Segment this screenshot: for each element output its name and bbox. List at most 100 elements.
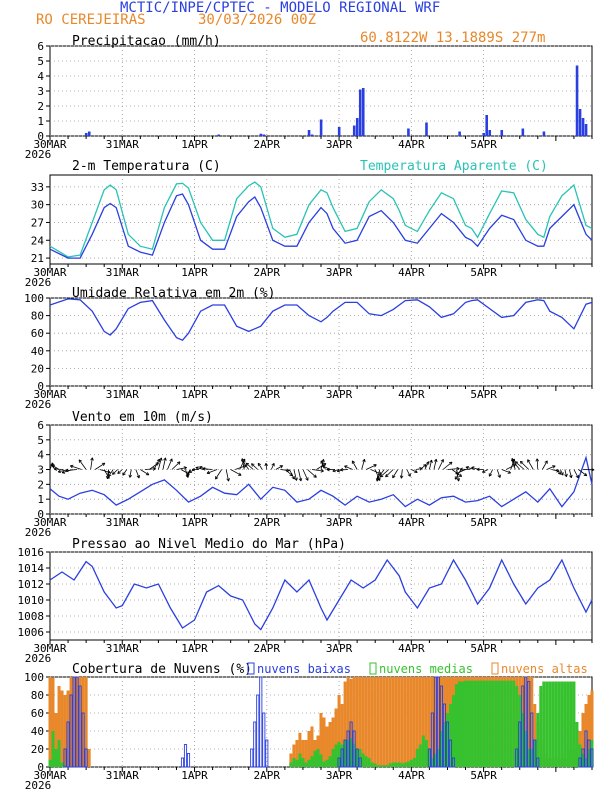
mid-cloud-bar bbox=[343, 740, 347, 767]
wind-arrow bbox=[376, 469, 381, 482]
wind-arrow-head bbox=[569, 474, 573, 479]
high-cloud-bar bbox=[394, 677, 398, 767]
panel-3-xtick-label: 30MAR bbox=[33, 516, 66, 529]
low-cloud-bar bbox=[352, 730, 356, 768]
panel-0-xtick-label: 1APR bbox=[181, 138, 208, 151]
wind-arrow bbox=[482, 469, 489, 473]
mid-cloud-bar bbox=[355, 749, 359, 767]
wind-arrow bbox=[447, 468, 460, 470]
mid-cloud-bar bbox=[400, 763, 404, 767]
high-cloud-bar bbox=[352, 677, 356, 767]
wind-arrow-head bbox=[344, 465, 348, 469]
high-cloud-bar bbox=[334, 708, 338, 767]
high-cloud-legend-swatch bbox=[491, 662, 499, 675]
high-cloud-bar bbox=[403, 677, 407, 767]
panel-2-ytick-label: 20 bbox=[31, 362, 44, 375]
wind-arrow-head bbox=[57, 469, 62, 474]
wind-arrow bbox=[374, 469, 381, 481]
low-cloud-bar bbox=[340, 748, 344, 768]
high-cloud-bar bbox=[527, 677, 531, 767]
low-cloud-bar bbox=[527, 681, 531, 768]
wind-arrow bbox=[578, 469, 588, 477]
mid-cloud-bar bbox=[316, 749, 320, 767]
low-cloud-bar bbox=[69, 694, 73, 768]
precip-bar bbox=[407, 128, 410, 136]
mid-cloud-bar bbox=[54, 749, 58, 767]
panel-3-title: Vento em 10m (m/s) bbox=[72, 410, 213, 425]
precip-bar bbox=[355, 118, 359, 136]
high-cloud-bar bbox=[388, 677, 392, 767]
wind-arrow bbox=[411, 469, 418, 473]
panel-3-ytick-label: 1 bbox=[37, 493, 44, 506]
mid-cloud-bar bbox=[461, 681, 465, 767]
panel-2-ytick-label: 60 bbox=[31, 327, 44, 340]
high-cloud-bar bbox=[421, 677, 425, 767]
mid-cloud-bar bbox=[382, 765, 386, 767]
mid-cloud-bar bbox=[295, 759, 299, 767]
wind-arrow-head bbox=[70, 464, 74, 469]
mid-cloud-bar bbox=[539, 686, 543, 767]
wind-arrow bbox=[514, 461, 525, 470]
pressure-line bbox=[49, 558, 593, 631]
panel-2-ytick-label: 100 bbox=[24, 292, 44, 305]
wind-arrow bbox=[385, 469, 394, 478]
mid-cloud-bar bbox=[448, 704, 452, 767]
wind-arrow-head bbox=[429, 459, 433, 464]
high-cloud-bar bbox=[57, 686, 61, 767]
low-cloud-bar bbox=[186, 753, 191, 768]
wind-arrow-head bbox=[313, 474, 317, 478]
panel-0-year-label: 2026 bbox=[25, 148, 52, 161]
mid-cloud-bar bbox=[524, 731, 528, 767]
panel-4-xtick-label: 2APR bbox=[254, 642, 281, 655]
precip-bar bbox=[488, 130, 492, 136]
mid-cloud-bar bbox=[349, 738, 353, 767]
wind-arrow bbox=[546, 465, 556, 470]
wind-arrow bbox=[275, 465, 283, 470]
mid-cloud-bar bbox=[578, 744, 582, 767]
wind-arrow-head bbox=[321, 465, 326, 469]
wind-arrow-head bbox=[497, 474, 501, 478]
low-cloud-bar bbox=[75, 676, 79, 768]
panel-0-xtick-label: 30MAR bbox=[33, 138, 66, 151]
mid-cloud-bar bbox=[304, 762, 308, 767]
panel-2-frame bbox=[49, 297, 593, 387]
panel-1-frame bbox=[49, 174, 593, 265]
precip-bar bbox=[500, 130, 504, 136]
wind-arrow-head bbox=[245, 462, 250, 467]
high-cloud-bar bbox=[78, 677, 82, 767]
mid-cloud-bar bbox=[485, 680, 489, 767]
wind-arrow-head bbox=[298, 477, 303, 482]
low-cloud-bar bbox=[66, 721, 70, 768]
wind-arrow-head bbox=[206, 470, 211, 475]
wind-arrow bbox=[496, 469, 501, 478]
wind-arrow bbox=[429, 459, 432, 470]
wind-arrow bbox=[573, 469, 579, 479]
low-cloud-bar bbox=[521, 685, 525, 768]
mid-cloud-bar bbox=[488, 680, 492, 767]
precip-bar bbox=[521, 128, 525, 136]
mid-cloud-bar bbox=[388, 763, 392, 767]
panel-3-ytick-label: 0 bbox=[37, 508, 44, 521]
panel-4-ytick-label: 1012 bbox=[18, 578, 45, 591]
mid-cloud-bar bbox=[557, 681, 561, 767]
wind-arrow bbox=[406, 469, 411, 477]
high-cloud-bar bbox=[63, 695, 67, 767]
high-cloud-legend-label: nuvens altas bbox=[501, 662, 588, 676]
high-cloud-bar bbox=[412, 677, 416, 767]
mid-cloud-bar bbox=[569, 681, 573, 767]
precip-bar bbox=[358, 89, 362, 136]
panel-2-ytick-label: 0 bbox=[37, 380, 44, 393]
mid-cloud-bar bbox=[430, 758, 434, 767]
panel-0-ytick-label: 5 bbox=[37, 55, 44, 68]
precip-bar bbox=[458, 131, 461, 136]
wind-arrow-head bbox=[440, 459, 444, 463]
low-cloud-bar bbox=[427, 748, 431, 768]
wind-arrow-head bbox=[379, 473, 384, 478]
mid-cloud-bar bbox=[361, 753, 365, 767]
mid-cloud-bar bbox=[415, 749, 419, 767]
wind-arrow-head bbox=[226, 478, 230, 482]
panel-3-ytick-label: 4 bbox=[37, 449, 44, 462]
high-cloud-bar bbox=[436, 677, 440, 767]
mid-cloud-bar bbox=[476, 680, 480, 767]
wind-arrow bbox=[280, 469, 290, 471]
